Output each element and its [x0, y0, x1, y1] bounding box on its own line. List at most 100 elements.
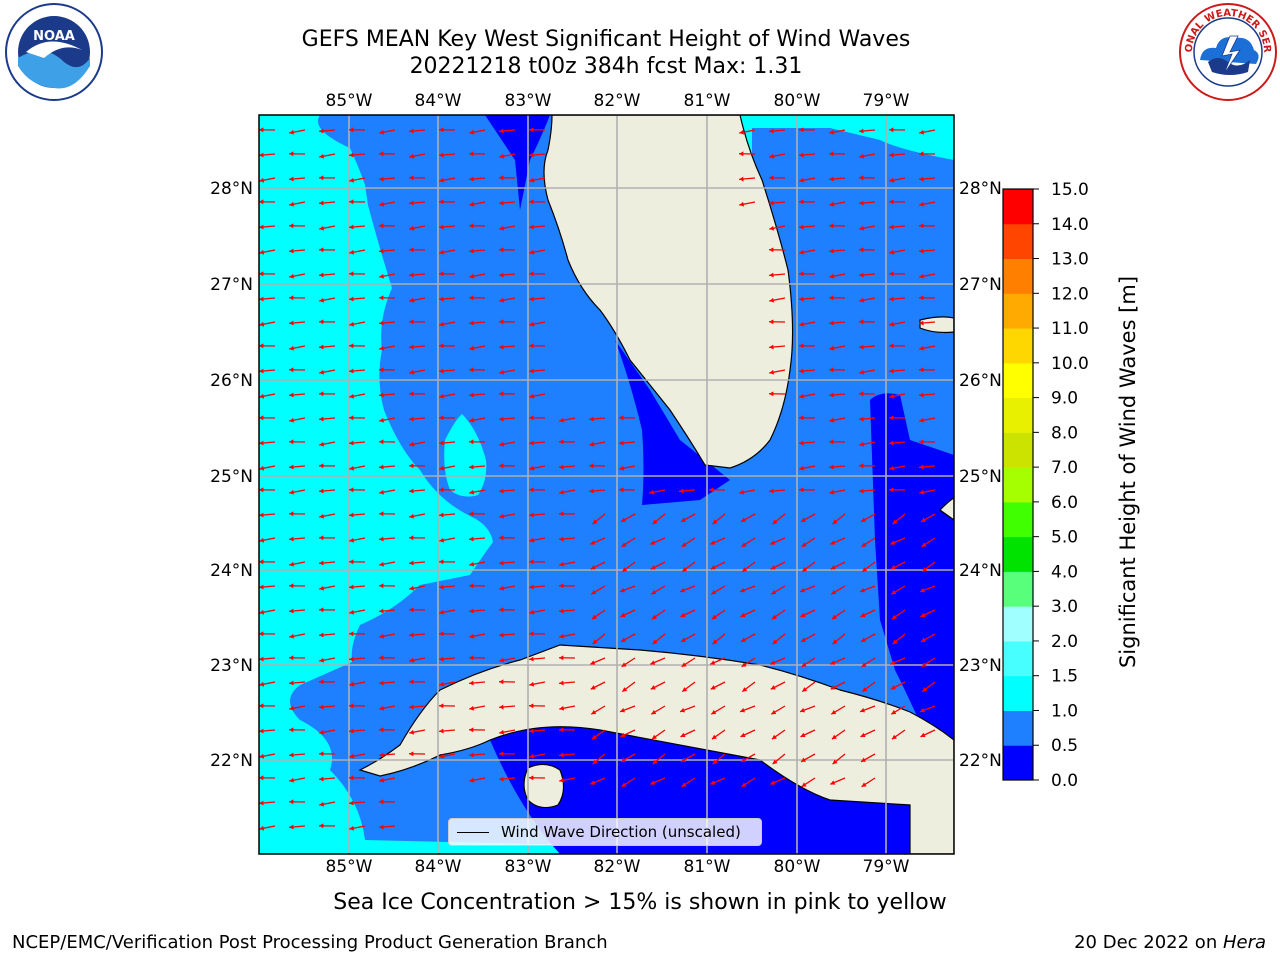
colorbar-tick-label: 11.0 — [1051, 319, 1089, 339]
wave-direction-arrow — [289, 464, 306, 470]
colorbar-segment — [1003, 467, 1033, 503]
wave-direction-arrow — [348, 199, 366, 205]
lon-tick-bottom: 84°W — [415, 857, 462, 877]
colorbar-segment — [1003, 571, 1033, 607]
lon-tick-top: 84°W — [415, 91, 462, 111]
wave-direction-arrow — [319, 225, 336, 231]
lon-tick-top: 85°W — [326, 91, 373, 111]
wave-direction-arrow — [349, 825, 366, 831]
wave-direction-arrow — [799, 152, 816, 158]
wave-direction-arrow — [318, 607, 336, 613]
wave-direction-arrow — [860, 633, 876, 643]
wave-direction-arrow — [379, 561, 396, 567]
wave-direction-arrow — [469, 633, 486, 639]
wave-direction-arrow — [409, 225, 426, 231]
colorbar-tick-label: 8.0 — [1051, 423, 1078, 443]
wave-direction-arrow — [888, 271, 906, 277]
wave-direction-arrow — [349, 537, 366, 543]
wave-direction-arrow — [469, 536, 486, 542]
wave-direction-arrow — [259, 368, 276, 374]
wave-direction-arrow — [379, 633, 396, 639]
wave-direction-arrow — [259, 800, 276, 806]
wave-direction-arrow — [259, 321, 276, 327]
colorbar-segment — [1003, 223, 1033, 260]
lat-tick-left: 27°N — [210, 275, 253, 295]
wave-direction-arrow — [348, 271, 366, 277]
wave-direction-arrow — [921, 561, 936, 573]
wave-direction-arrow — [621, 681, 636, 693]
wave-direction-arrow — [650, 657, 666, 665]
wave-direction-arrow — [348, 127, 366, 133]
wave-direction-arrow — [349, 681, 366, 687]
wave-direction-arrow — [379, 705, 396, 711]
wave-direction-arrow — [768, 175, 786, 181]
land-bahamas — [919, 316, 954, 521]
wave-direction-arrow — [529, 512, 546, 518]
wave-direction-arrow — [859, 297, 876, 303]
wave-direction-arrow — [829, 176, 846, 182]
wave-direction-arrow — [529, 728, 546, 734]
sea-ice-note: Sea Ice Concentration > 15% is shown in … — [333, 890, 947, 915]
wave-direction-arrow — [318, 751, 336, 757]
wave-direction-arrow — [409, 585, 426, 591]
wave-direction-arrow — [769, 272, 786, 278]
wave-direction-arrow — [592, 513, 606, 525]
wave-direction-arrow — [259, 656, 276, 662]
wave-direction-arrow — [468, 439, 486, 445]
wave-direction-arrow — [378, 367, 396, 373]
wave-direction-arrow — [559, 561, 576, 567]
lat-tick-right: 22°N — [959, 751, 1002, 771]
wave-direction-arrow — [348, 415, 366, 421]
wave-direction-arrow — [348, 703, 366, 709]
wave-direction-arrow — [920, 729, 936, 738]
wave-direction-arrow — [589, 488, 606, 494]
lon-tick-top: 81°W — [684, 91, 731, 111]
wave-direction-arrow — [438, 127, 456, 133]
wave-direction-arrow — [438, 559, 456, 565]
wave-direction-arrow — [799, 440, 816, 446]
wave-direction-arrow — [409, 128, 426, 134]
wave-direction-arrow — [919, 273, 936, 279]
wave-direction-arrow — [438, 631, 456, 637]
wave-direction-arrow — [529, 584, 546, 590]
axis-ticks: 85°W 85°W 84°W 84°W 83°W 83°W 82°W 82°W 81°W 81°W… — [210, 91, 1002, 877]
wave-direction-arrow — [710, 537, 726, 545]
wave-direction-arrow — [499, 560, 516, 566]
colorbar-segment — [1003, 258, 1033, 294]
wave-direction-arrow — [259, 537, 276, 543]
wave-direction-arrow — [349, 512, 366, 518]
wave-direction-arrow — [769, 297, 786, 303]
lon-tick-top: 80°W — [774, 91, 821, 111]
wave-direction-arrow — [620, 753, 636, 763]
wave-direction-arrow — [892, 513, 906, 525]
wave-direction-arrow — [528, 199, 546, 205]
wave-direction-arrow — [499, 729, 516, 735]
wave-direction-arrow — [319, 513, 336, 519]
wave-direction-arrow — [318, 319, 336, 325]
wave-direction-arrow — [798, 127, 816, 133]
wave-direction-arrow — [681, 657, 696, 668]
wave-direction-arrow — [469, 176, 486, 182]
colorbar-tick-label: 7.0 — [1051, 458, 1078, 478]
wave-direction-arrow — [378, 655, 396, 661]
wave-direction-arrow — [319, 441, 336, 447]
lon-tick-bottom: 80°W — [774, 857, 821, 877]
wave-direction-arrow — [860, 513, 876, 523]
wave-direction-arrow — [712, 633, 726, 645]
wave-direction-arrow — [558, 727, 576, 733]
wave-direction-arrow — [439, 681, 456, 687]
wave-direction-arrow — [919, 176, 936, 182]
wave-direction-arrow — [409, 369, 426, 375]
wave-direction-arrow — [259, 271, 276, 277]
wave-direction-arrow — [828, 223, 846, 229]
wave-direction-arrow — [891, 609, 906, 620]
wave-direction-arrow — [259, 440, 276, 446]
lon-tick-top: 82°W — [594, 91, 641, 111]
wave-direction-arrow — [831, 609, 846, 620]
wave-direction-arrow — [289, 561, 306, 567]
wave-direction-arrow — [619, 440, 636, 446]
wave-direction-arrow — [349, 584, 366, 590]
wave-direction-arrow — [740, 513, 756, 523]
wave-direction-arrow — [798, 271, 816, 277]
wave-band-deep-north — [485, 115, 550, 210]
